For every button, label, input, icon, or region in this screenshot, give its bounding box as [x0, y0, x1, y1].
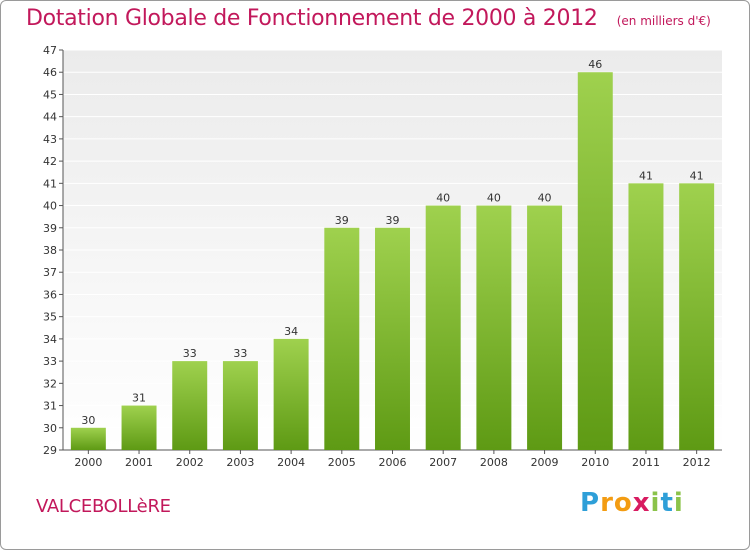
logo-letter: i [650, 488, 661, 518]
data-label: 40 [538, 192, 552, 205]
y-tick-label: 43 [43, 133, 57, 146]
logo-letter: P [580, 488, 601, 518]
y-tick-label: 42 [43, 155, 57, 168]
title-row: Dotation Globale de Fonctionnement de 20… [26, 6, 711, 31]
place-name: VALCEBOLLèRE [36, 496, 171, 517]
y-tick-label: 37 [43, 266, 57, 279]
data-label: 40 [436, 192, 450, 205]
x-tick-label: 2010 [581, 456, 609, 469]
data-label: 39 [386, 214, 400, 227]
y-tick-label: 31 [43, 400, 57, 413]
bar [121, 405, 157, 450]
x-tick-label: 2001 [125, 456, 153, 469]
bar [273, 338, 309, 450]
y-tick-label: 38 [43, 244, 57, 257]
x-tick-label: 2004 [277, 456, 305, 469]
x-tick-label: 2009 [531, 456, 559, 469]
x-tick-label: 2011 [632, 456, 660, 469]
y-tick-label: 34 [43, 333, 57, 346]
y-tick-label: 36 [43, 288, 57, 301]
data-label: 34 [284, 325, 298, 338]
bar [628, 183, 664, 451]
y-tick-label: 47 [43, 44, 57, 57]
bar [577, 72, 613, 450]
data-label: 40 [487, 192, 501, 205]
y-tick-label: 29 [43, 444, 57, 457]
y-tick-label: 30 [43, 422, 57, 435]
bar [70, 427, 106, 450]
data-label: 41 [690, 169, 704, 182]
data-label: 41 [639, 169, 653, 182]
bar [527, 205, 563, 450]
y-tick-label: 44 [43, 111, 57, 124]
x-tick-label: 2005 [328, 456, 356, 469]
x-tick-label: 2003 [226, 456, 254, 469]
y-tick-label: 40 [43, 200, 57, 213]
data-label: 30 [81, 414, 95, 427]
logo-letter: x [632, 488, 651, 518]
y-tick-label: 45 [43, 88, 57, 101]
y-tick-label: 32 [43, 377, 57, 390]
x-tick-label: 2007 [429, 456, 457, 469]
logo-letter: o [613, 488, 633, 518]
logo-letter: r [600, 488, 614, 518]
logo-letter: t [660, 488, 674, 518]
x-tick-label: 2008 [480, 456, 508, 469]
data-label: 46 [588, 58, 602, 71]
y-tick-label: 46 [43, 66, 57, 79]
bar [324, 227, 360, 450]
bar [375, 227, 410, 450]
x-tick-label: 2012 [683, 456, 711, 469]
data-label: 33 [233, 347, 247, 360]
bar [222, 361, 258, 450]
bar [476, 205, 512, 450]
x-tick-label: 2002 [176, 456, 204, 469]
y-tick-label: 39 [43, 222, 57, 235]
chart-subtitle: (en milliers d'€) [616, 14, 711, 28]
proxiti-logo: Proxiti [580, 488, 684, 518]
x-tick-label: 2006 [379, 456, 407, 469]
y-tick-label: 41 [43, 177, 57, 190]
bar [172, 361, 208, 450]
x-tick-label: 2000 [74, 456, 102, 469]
y-tick-label: 35 [43, 311, 57, 324]
bar [425, 205, 461, 450]
y-tick-label: 33 [43, 355, 57, 368]
data-label: 39 [335, 214, 349, 227]
data-label: 33 [183, 347, 197, 360]
logo-letter: i [673, 488, 684, 518]
bar [679, 183, 715, 451]
data-label: 31 [132, 392, 146, 405]
chart-title: Dotation Globale de Fonctionnement de 20… [26, 6, 598, 31]
